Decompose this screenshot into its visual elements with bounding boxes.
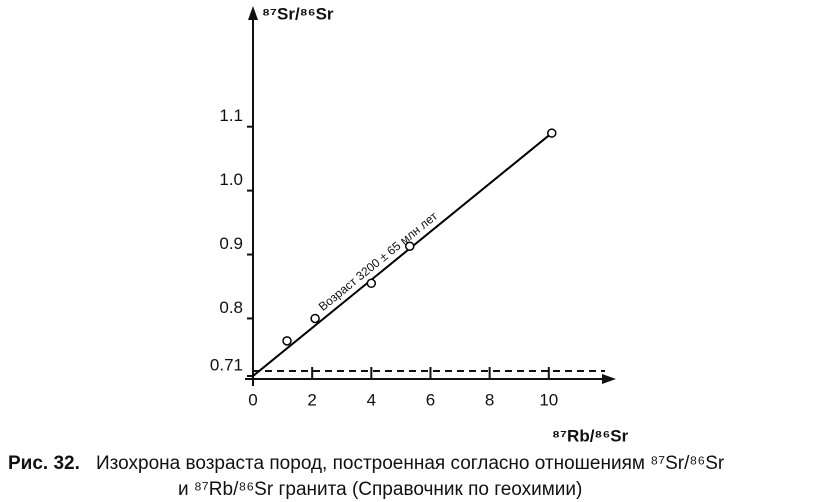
point bbox=[282, 336, 292, 346]
point bbox=[547, 128, 557, 138]
x-tick-label: 2 bbox=[307, 390, 316, 409]
x-tick-label: 6 bbox=[426, 390, 435, 409]
y-tick-label: 1.0 bbox=[219, 170, 243, 189]
x-tick-label: 10 bbox=[539, 390, 558, 409]
caption-number: Рис. 32. bbox=[8, 453, 80, 474]
x-tick-label: 8 bbox=[485, 390, 494, 409]
x-tick-label: 0 bbox=[248, 390, 257, 409]
point bbox=[366, 278, 377, 289]
y-tick-label: 0.8 bbox=[219, 298, 243, 317]
x-axis-arrow bbox=[602, 374, 616, 384]
y-tick-label: 0.9 bbox=[219, 234, 243, 253]
y-tick-label: 0.71 bbox=[210, 355, 243, 374]
x-axis-title: ⁸⁷Rb/⁸⁶Sr bbox=[552, 426, 629, 445]
point bbox=[405, 241, 415, 251]
x-tick-label: 4 bbox=[367, 390, 376, 409]
caption-line: Изохрона возраста пород, построенная сог… bbox=[96, 453, 725, 474]
fit-line bbox=[252, 132, 553, 377]
y-axis-arrow bbox=[248, 6, 258, 20]
y-axis-title: ⁸⁷Sr/⁸⁶Sr bbox=[262, 4, 334, 23]
point bbox=[310, 313, 320, 324]
caption-line: и ⁸⁷Rb/⁸⁶Sr гранита (Справочник по геохи… bbox=[178, 479, 582, 500]
y-tick-label: 1.1 bbox=[219, 106, 243, 125]
